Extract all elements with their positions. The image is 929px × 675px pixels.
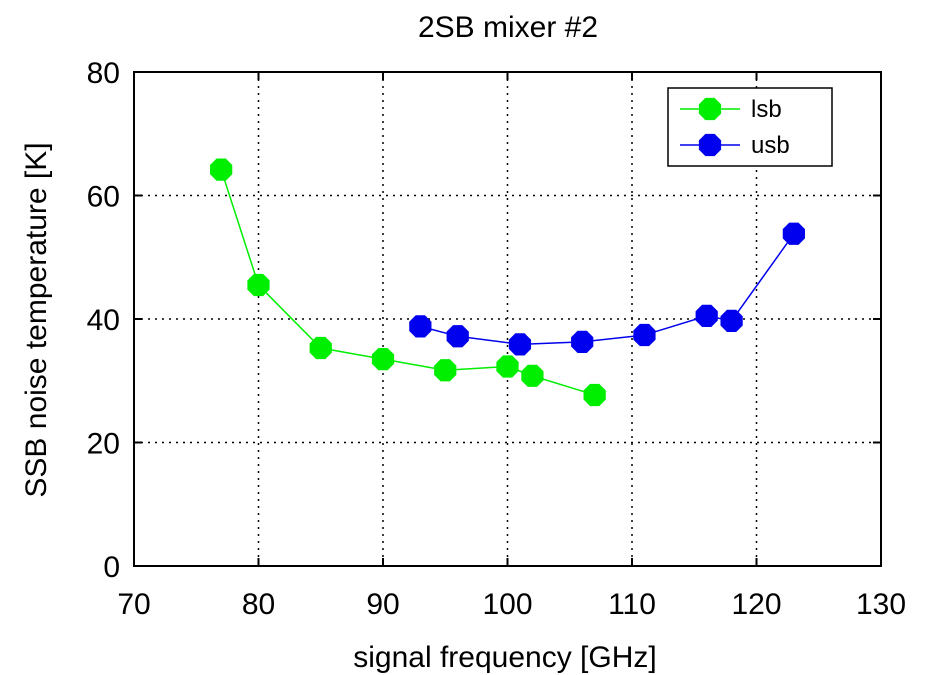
- data-point-lsb: [521, 364, 544, 387]
- y-tick-label: 20: [87, 428, 120, 461]
- legend-label-usb: usb: [751, 132, 790, 159]
- y-axis-label: SSB noise temperature [K]: [20, 142, 53, 497]
- data-point-usb: [571, 330, 594, 353]
- x-axis-label: signal frequency [GHz]: [353, 641, 656, 674]
- series-line-lsb: [220, 169, 595, 396]
- legend: lsb usb: [667, 87, 833, 167]
- data-point-lsb: [309, 336, 332, 360]
- x-tick-label: 110: [608, 588, 656, 621]
- x-tick-label: 130: [856, 588, 906, 621]
- y-tick-label: 80: [87, 57, 120, 90]
- series-lsb: [210, 158, 606, 407]
- x-tick-label: 80: [242, 588, 275, 621]
- data-point-usb: [633, 323, 656, 347]
- x-tick-label: 100: [482, 588, 532, 621]
- data-point-lsb: [210, 158, 233, 181]
- legend-marker-lsb: [698, 97, 722, 121]
- data-point-usb: [720, 309, 743, 332]
- y-tick-label: 40: [87, 304, 120, 337]
- x-tick-label: 90: [366, 588, 399, 621]
- data-point-lsb: [583, 383, 606, 407]
- axis-ticks: 70 80 90 100 110 120 130 0 20 40 60 80: [87, 57, 906, 621]
- series-usb: [409, 222, 805, 356]
- legend-marker-usb: [698, 133, 722, 157]
- data-point-usb: [695, 304, 718, 328]
- legend-label-lsb: lsb: [751, 96, 782, 123]
- data-point-lsb: [371, 348, 395, 371]
- data-point-usb: [446, 325, 469, 348]
- y-tick-label: 0: [103, 551, 120, 584]
- data-point-usb: [508, 333, 532, 356]
- legend-box: [667, 87, 833, 167]
- data-point-usb: [409, 315, 432, 338]
- x-tick-label: 70: [117, 588, 150, 621]
- chart-title: 2SB mixer #2: [418, 11, 598, 44]
- series-layer: [210, 158, 805, 407]
- x-tick-label: 120: [731, 588, 781, 621]
- data-point-lsb: [434, 359, 457, 382]
- grid: [134, 72, 881, 566]
- data-point-lsb: [247, 273, 270, 297]
- data-point-usb: [782, 222, 805, 245]
- data-point-lsb: [496, 355, 519, 378]
- y-tick-label: 60: [87, 181, 120, 214]
